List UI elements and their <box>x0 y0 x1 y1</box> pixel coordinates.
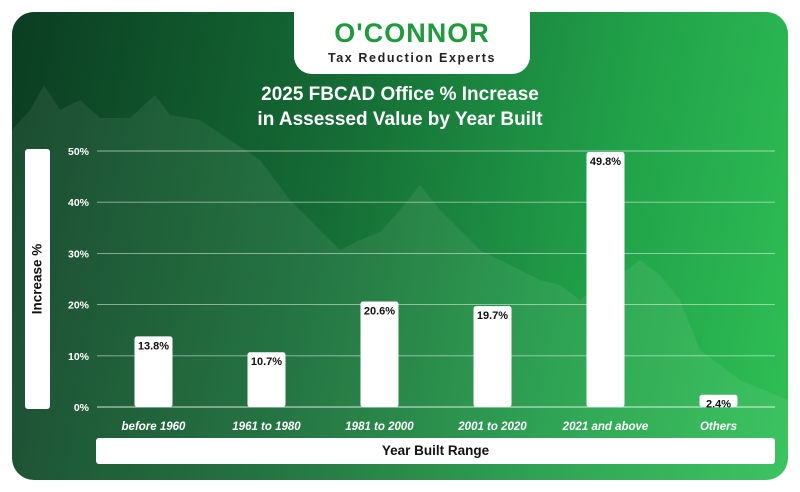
chart-title-line-2: in Assessed Value by Year Built <box>257 109 543 130</box>
bar-data-label: 10.7% <box>251 356 282 368</box>
bar <box>699 394 738 407</box>
x-axis-label: Year Built Range <box>381 443 490 458</box>
y-axis-label: Increase % <box>29 243 45 315</box>
bar <box>586 152 625 407</box>
bar <box>134 336 173 407</box>
y-tick-label: 0% <box>74 402 90 414</box>
bar-data-label: 20.6% <box>364 306 395 318</box>
logo: O'CONNOR Tax Reduction Experts <box>294 12 530 74</box>
x-tick-label: Others <box>700 421 737 433</box>
y-tick-label: 20% <box>68 300 90 312</box>
y-tick-label: 10% <box>68 351 90 363</box>
logo-tagline: Tax Reduction Experts <box>327 51 497 65</box>
y-tick-label: 30% <box>68 248 90 260</box>
x-tick-label: before 1960 <box>122 421 187 433</box>
logo-wordmark: O'CONNOR <box>334 18 490 48</box>
bar-data-label: 13.8% <box>138 340 169 352</box>
chart-title: 2025 FBCAD Office % Increase in Assessed… <box>0 82 800 132</box>
bar-data-label: 2.4% <box>706 399 731 411</box>
bar <box>360 301 399 407</box>
x-tick-label: 1961 to 1980 <box>232 421 301 433</box>
x-tick-label: 2001 to 2020 <box>457 421 527 433</box>
bar-data-label: 19.7% <box>477 310 508 322</box>
x-tick-label: 2021 and above <box>562 421 649 433</box>
x-tick-label: 1981 to 2000 <box>345 421 414 433</box>
bar <box>247 352 286 407</box>
bar <box>473 306 512 407</box>
y-tick-label: 40% <box>68 197 90 209</box>
y-tick-label: 50% <box>68 146 90 158</box>
chart-title-line-1: 2025 FBCAD Office % Increase <box>261 84 539 105</box>
y-axis-label-box <box>25 149 50 409</box>
x-axis-label-box: Year Built Range <box>96 438 775 464</box>
bar-data-label: 49.8% <box>590 156 621 168</box>
